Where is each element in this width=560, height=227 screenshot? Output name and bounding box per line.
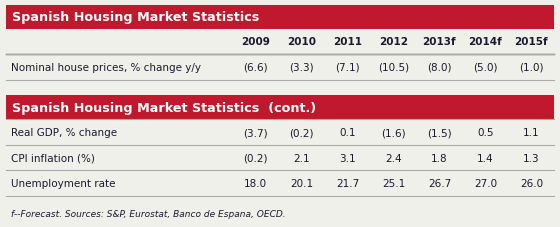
Text: 26.0: 26.0 bbox=[520, 178, 543, 188]
Text: (1.5): (1.5) bbox=[427, 128, 452, 138]
Text: (1.6): (1.6) bbox=[381, 128, 405, 138]
Text: (8.0): (8.0) bbox=[427, 63, 452, 72]
Text: 20.1: 20.1 bbox=[290, 178, 313, 188]
Text: (0.2): (0.2) bbox=[243, 153, 268, 163]
Text: 2012: 2012 bbox=[379, 37, 408, 47]
Text: 1.3: 1.3 bbox=[523, 153, 540, 163]
Text: (1.0): (1.0) bbox=[519, 63, 544, 72]
Text: 26.7: 26.7 bbox=[428, 178, 451, 188]
Text: 2009: 2009 bbox=[241, 37, 270, 47]
Text: (3.7): (3.7) bbox=[243, 128, 268, 138]
Text: 2.1: 2.1 bbox=[293, 153, 310, 163]
Text: 21.7: 21.7 bbox=[336, 178, 359, 188]
Text: f--Forecast. Sources: S&P, Eurostat, Banco de Espana, OECD.: f--Forecast. Sources: S&P, Eurostat, Ban… bbox=[11, 209, 286, 218]
Text: 3.1: 3.1 bbox=[339, 153, 356, 163]
Text: 2011: 2011 bbox=[333, 37, 362, 47]
Text: 27.0: 27.0 bbox=[474, 178, 497, 188]
Text: Spanish Housing Market Statistics  (cont.): Spanish Housing Market Statistics (cont.… bbox=[12, 101, 316, 114]
Text: Real GDP, % change: Real GDP, % change bbox=[11, 128, 118, 138]
Text: Spanish Housing Market Statistics: Spanish Housing Market Statistics bbox=[12, 11, 260, 24]
Text: Nominal house prices, % change y/y: Nominal house prices, % change y/y bbox=[11, 63, 201, 72]
Text: (5.0): (5.0) bbox=[473, 63, 498, 72]
Text: 2014f: 2014f bbox=[469, 37, 502, 47]
Text: 2010: 2010 bbox=[287, 37, 316, 47]
Text: Unemployment rate: Unemployment rate bbox=[11, 178, 116, 188]
Text: 2013f: 2013f bbox=[423, 37, 456, 47]
Text: (6.6): (6.6) bbox=[243, 63, 268, 72]
FancyBboxPatch shape bbox=[6, 6, 554, 30]
Text: 2015f: 2015f bbox=[515, 37, 548, 47]
Text: (0.2): (0.2) bbox=[289, 128, 314, 138]
FancyBboxPatch shape bbox=[6, 95, 554, 120]
Text: 2.4: 2.4 bbox=[385, 153, 402, 163]
Text: 18.0: 18.0 bbox=[244, 178, 267, 188]
Text: (10.5): (10.5) bbox=[378, 63, 409, 72]
Text: (7.1): (7.1) bbox=[335, 63, 360, 72]
Text: CPI inflation (%): CPI inflation (%) bbox=[11, 153, 95, 163]
Text: 25.1: 25.1 bbox=[382, 178, 405, 188]
Text: (3.3): (3.3) bbox=[289, 63, 314, 72]
Text: 1.8: 1.8 bbox=[431, 153, 447, 163]
Text: 1.4: 1.4 bbox=[477, 153, 494, 163]
Text: 0.5: 0.5 bbox=[477, 128, 494, 138]
Text: 1.1: 1.1 bbox=[523, 128, 540, 138]
Text: 0.1: 0.1 bbox=[339, 128, 356, 138]
